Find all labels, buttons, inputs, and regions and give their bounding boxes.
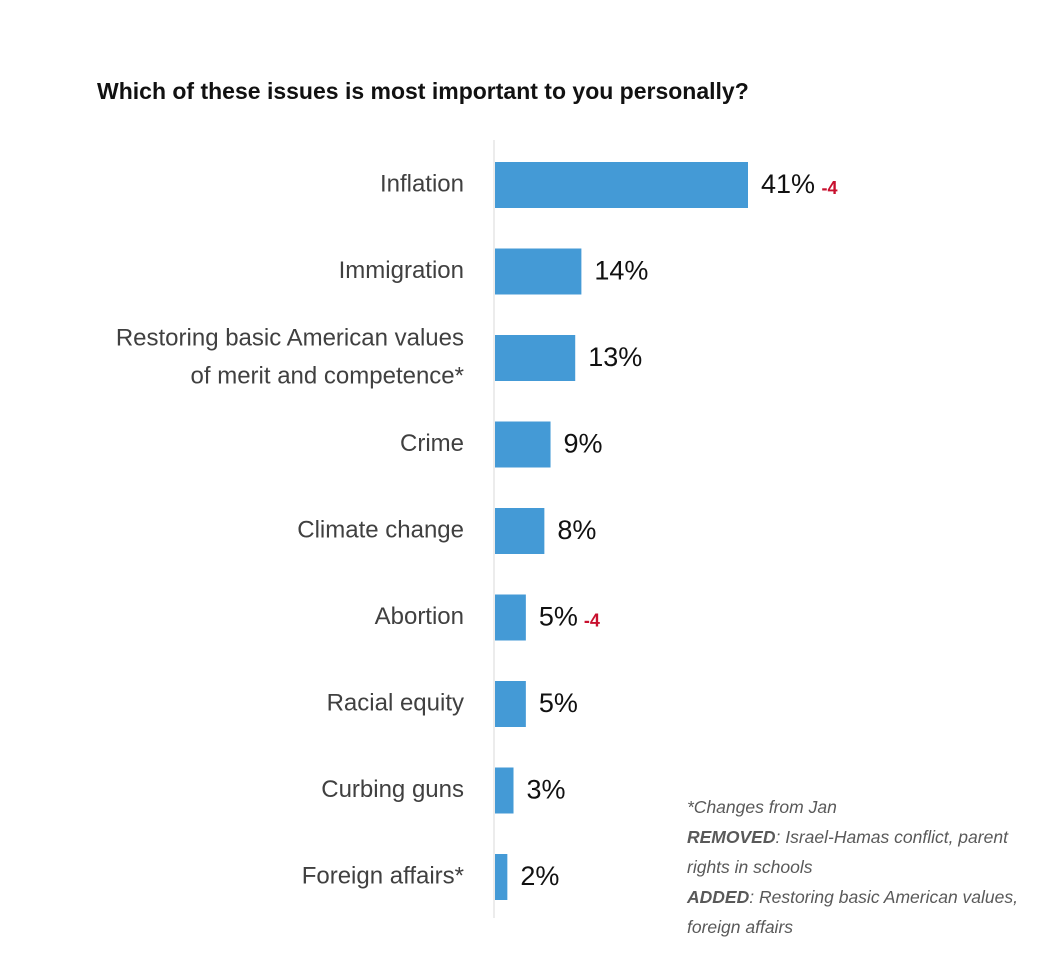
category-label: Crime — [400, 430, 464, 457]
category-label: Restoring basic American values — [116, 324, 464, 351]
data-label: 8% — [557, 515, 596, 545]
chart-title: Which of these issues is most important … — [97, 78, 749, 104]
change-label: -4 — [584, 610, 600, 630]
data-label: 14% — [594, 256, 648, 286]
change-label: -4 — [822, 178, 838, 198]
category-label: Climate change — [297, 516, 464, 543]
data-label: 5% — [539, 688, 578, 718]
bar — [495, 248, 582, 295]
category-label: of merit and competence* — [191, 362, 464, 389]
bar — [495, 508, 545, 554]
bar — [495, 854, 508, 900]
category-label: Immigration — [339, 257, 464, 284]
bar — [495, 767, 514, 814]
data-label: 41% — [761, 169, 815, 199]
footnote-removed-label: REMOVED — [687, 827, 776, 847]
footnote-heading: *Changes from Jan — [687, 797, 837, 817]
data-label: 3% — [527, 775, 566, 805]
footnote-removed: REMOVED: Israel-Hamas conflict, parent r… — [687, 822, 1027, 882]
category-label: Curbing guns — [321, 776, 464, 803]
data-label: 13% — [588, 342, 642, 372]
footnote-added: ADDED: Restoring basic American values, … — [687, 882, 1027, 942]
footnote-added-text: : Restoring basic American values, forei… — [687, 887, 1019, 937]
footnote: *Changes from Jan REMOVED: Israel-Hamas … — [687, 792, 1027, 942]
bar — [495, 421, 551, 468]
category-label: Abortion — [375, 603, 464, 630]
bar — [495, 335, 576, 381]
bar — [495, 681, 526, 727]
category-label: Racial equity — [327, 689, 464, 716]
footnote-added-label: ADDED — [687, 887, 750, 907]
footnote-removed-text: : Israel-Hamas conflict, parent rights i… — [687, 827, 1008, 877]
data-label: 9% — [564, 429, 603, 459]
bar — [495, 162, 748, 208]
category-label: Inflation — [380, 170, 464, 197]
bar — [495, 594, 526, 641]
category-label: Foreign affairs* — [302, 862, 464, 889]
data-label: 2% — [520, 861, 559, 891]
data-label: 5% — [539, 602, 578, 632]
